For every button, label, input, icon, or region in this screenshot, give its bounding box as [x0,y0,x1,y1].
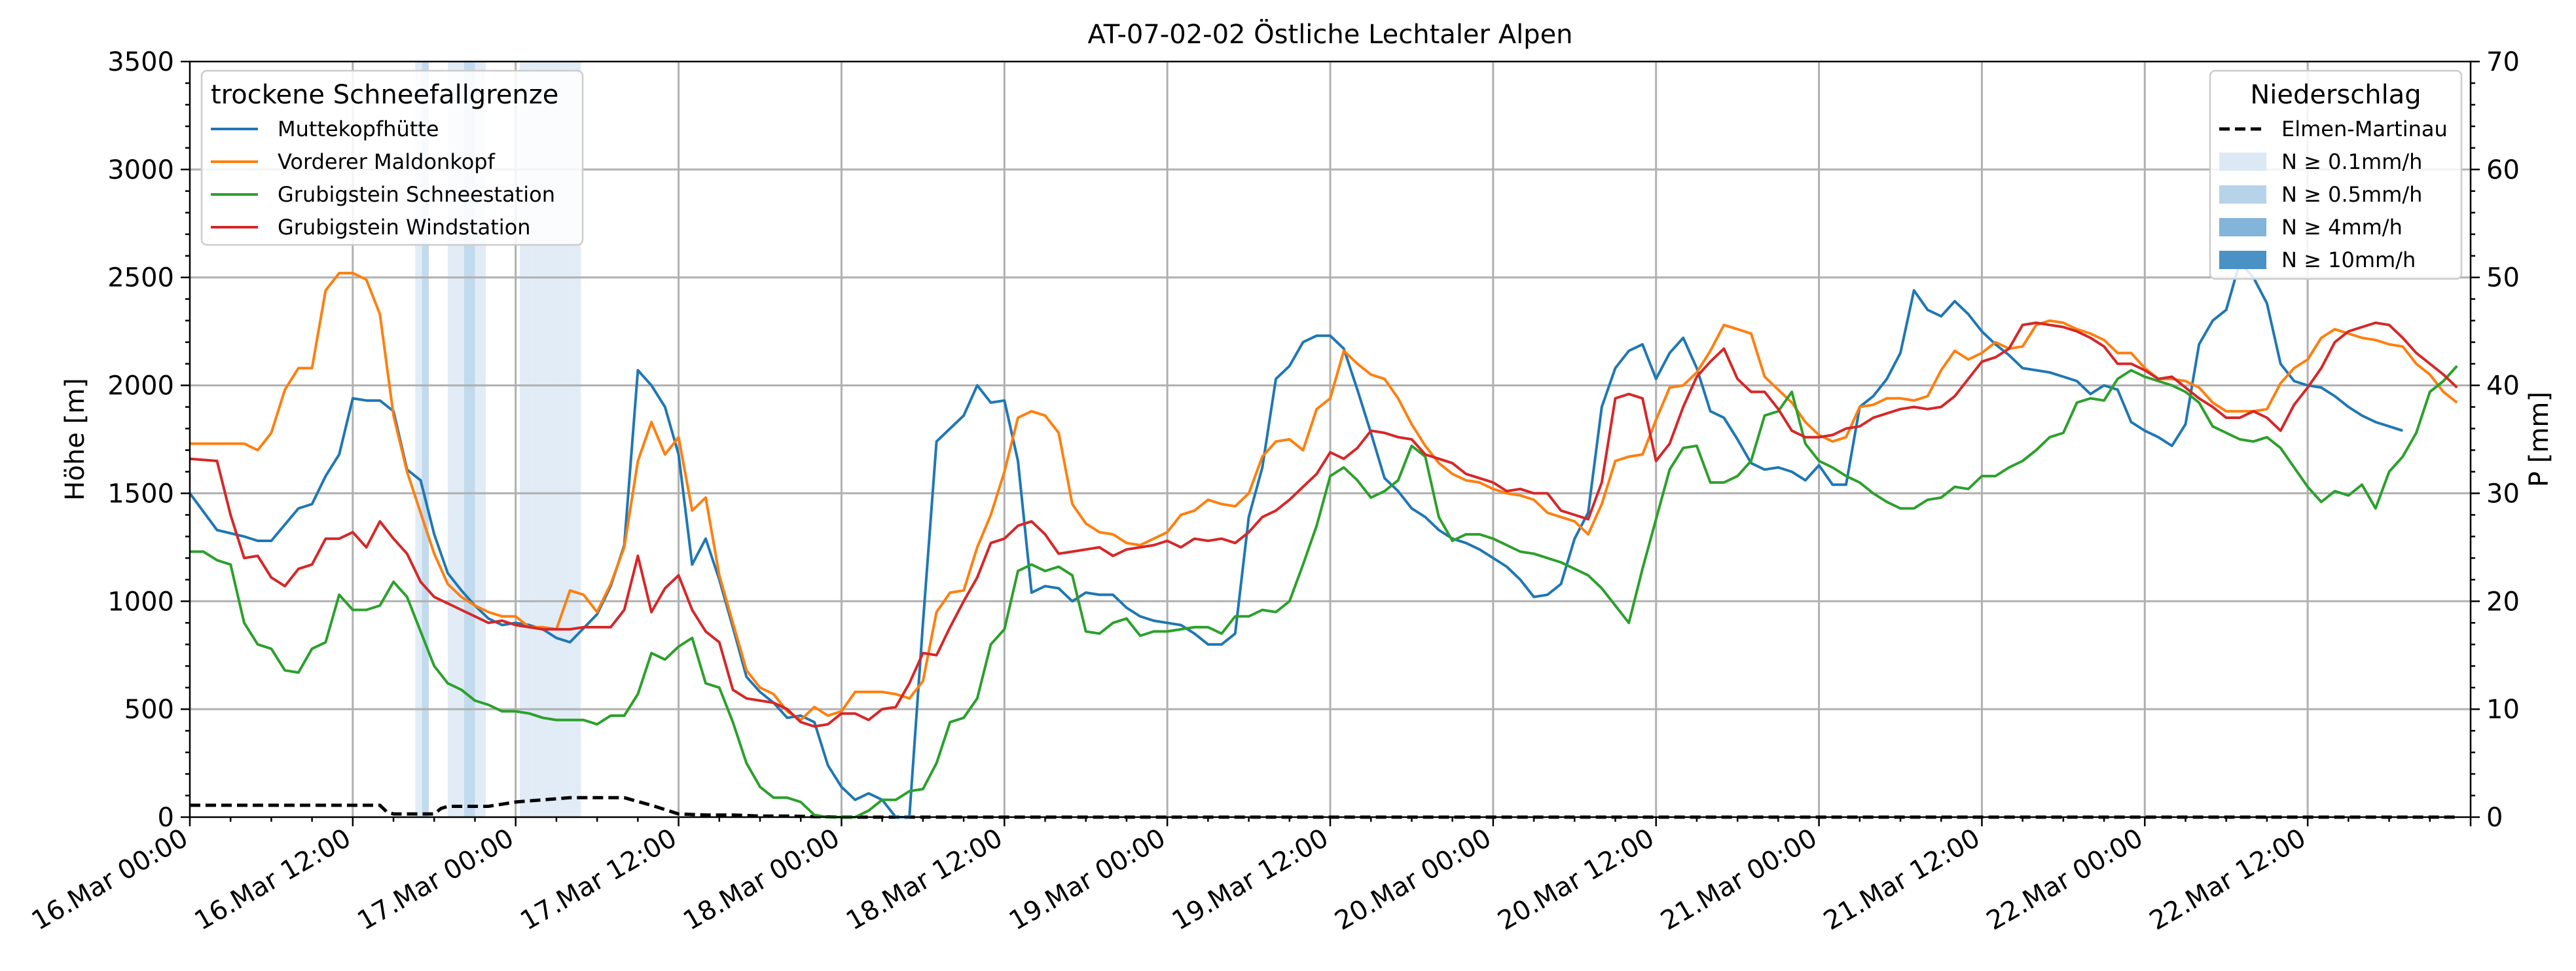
snowline-legend: trockene Schneefallgrenze Muttekopfhütte… [200,69,584,246]
precip-legend-label-3: N ≥ 10mm/h [2281,247,2416,272]
y-tick-label: 2500 [107,263,174,293]
y-tick-label: 3500 [107,47,174,77]
precip-legend-swatch-2 [2219,218,2266,236]
precip-legend-swatch-3 [2219,251,2266,269]
x-tick-label: 21.Mar 12:00 [1819,823,1985,936]
y2-tick-label: 20 [2486,587,2520,617]
legend-label-0: Muttekopfhütte [278,117,439,141]
x-tick-label: 20.Mar 00:00 [1330,823,1497,936]
precip-legend-box [2209,69,2463,280]
x-tick-label: 20.Mar 12:00 [1493,823,1659,936]
snowline-legend-title: trockene Schneefallgrenze [211,80,558,110]
precip-legend-swatch-1 [2219,185,2266,204]
precip-band-4 [475,62,486,817]
x-tick-label: 16.Mar 12:00 [190,823,356,936]
x-tick-label: 18.Mar 12:00 [841,823,1007,936]
y-tick-label: 1500 [107,479,174,509]
y2-tick-label: 10 [2486,695,2520,725]
snowline-legend-box [200,69,584,246]
y-tick-label: 1000 [107,587,174,617]
y2-axis-label: P [mm] [2524,392,2554,487]
y2-tick-label: 70 [2486,47,2520,77]
legend-label-2: Grubigstein Schneestation [278,182,555,207]
series-line-1 [190,272,2458,722]
y2-tick-label: 50 [2486,263,2520,293]
precip-band-0 [415,62,422,817]
precip-band-3 [463,62,475,817]
x-tick-label: 16.Mar 00:00 [27,823,193,936]
series-line-3 [189,321,2458,728]
x-tick-label: 19.Mar 12:00 [1167,823,1333,936]
y-axis-label: Höhe [m] [60,378,90,500]
x-tick-label: 21.Mar 00:00 [1656,823,1822,936]
precip-legend: Niederschlag Elmen-Martinau N ≥ 0.1mm/h N… [2209,69,2463,280]
x-tick-label: 22.Mar 12:00 [2145,823,2311,936]
y-tick-label: 2000 [107,371,174,401]
precip-legend-swatch-0 [2219,153,2266,171]
series-line-2 [190,365,2458,818]
y2-tick-label: 60 [2486,155,2520,185]
y2-tick-label: 30 [2486,479,2520,509]
x-tick-label: 17.Mar 00:00 [352,823,518,936]
chart-title: AT-07-02-02 Östliche Lechtaler Alpen [1087,18,1572,50]
precip-legend-title: Niederschlag [2250,80,2421,110]
x-tick-label: 17.Mar 12:00 [515,823,681,936]
legend-label-3: Grubigstein Windstation [278,215,531,240]
snowline-series [189,261,2458,818]
y2-tick-label: 0 [2486,803,2503,833]
precip-legend-label-1: N ≥ 0.5mm/h [2281,182,2422,207]
precip-band-8 [573,62,581,817]
legend-label-1: Vorderer Maldonkopf [278,149,496,174]
y-tick-label: 3000 [107,155,174,185]
y-tick-label: 500 [124,695,174,725]
x-tick-label: 22.Mar 00:00 [1982,823,2148,936]
y2-tick-label: 40 [2486,371,2520,401]
precip-legend-label-2: N ≥ 4mm/h [2281,215,2403,240]
precip-band-1 [422,62,429,817]
precip-legend-line-label: Elmen-Martinau [2281,117,2448,141]
precip-legend-label-0: N ≥ 0.1mm/h [2281,149,2422,174]
x-tick-label: 18.Mar 00:00 [678,823,844,936]
x-tick-label: 19.Mar 00:00 [1004,823,1170,936]
y-tick-label: 0 [158,803,174,833]
